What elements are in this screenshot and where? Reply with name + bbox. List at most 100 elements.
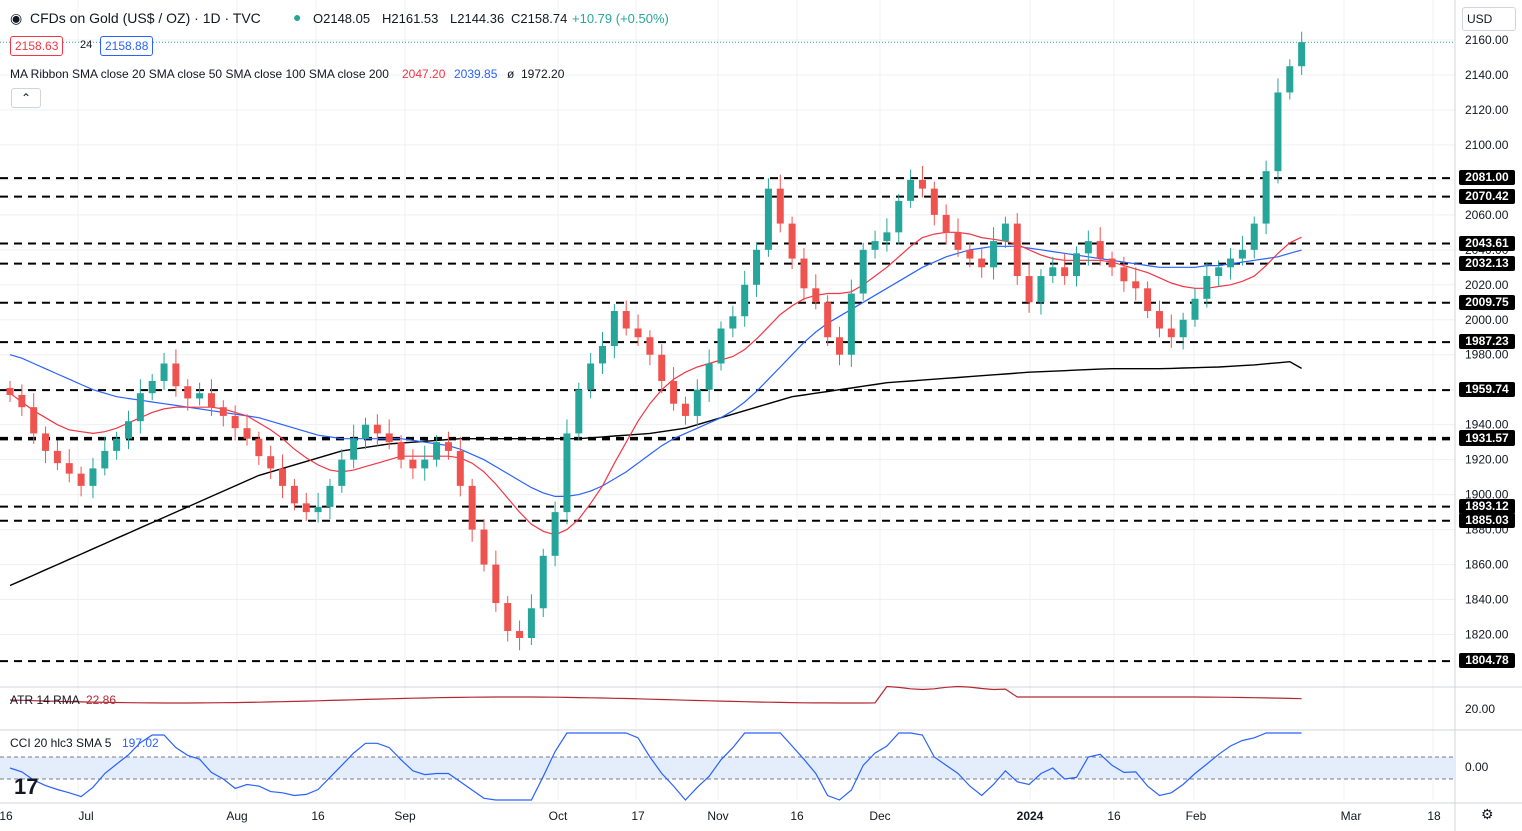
ohlc-close: C2158.74 [511, 11, 568, 26]
candle-body-59 [705, 363, 713, 390]
candle-body-66 [788, 223, 796, 259]
time-tick-1: Jul [78, 809, 93, 823]
candle-body-30 [362, 424, 369, 439]
time-tick-3: 16 [311, 809, 325, 823]
ohlc-high: H2161.53 [382, 11, 439, 26]
candle-body-41 [492, 564, 500, 604]
cci-value: 197.02 [122, 736, 159, 750]
sma50-line [9, 245, 1302, 497]
candle-body-103 [1227, 258, 1235, 268]
candle-body-62 [741, 284, 749, 317]
time-tick-6: 17 [631, 809, 645, 823]
candle-body-84 [1001, 223, 1009, 242]
candle-body-4 [53, 450, 61, 464]
time-tick-7: Nov [707, 809, 728, 823]
price-tick-4: 1900.00 [1465, 488, 1509, 502]
price-tick-1: 1840.00 [1465, 593, 1509, 607]
candle-body-83 [990, 241, 998, 268]
candle-body-60 [717, 328, 725, 364]
candle-body-6 [77, 473, 85, 486]
settings-gear-icon[interactable]: ⚙ [1481, 806, 1494, 822]
price-tick-17: 2160.00 [1465, 33, 1509, 47]
candle-body-61 [729, 316, 737, 329]
time-tick-9: Dec [869, 809, 890, 823]
candle-body-14 [172, 363, 180, 387]
candle-body-49 [587, 363, 595, 390]
candle-body-36 [433, 442, 441, 460]
ma-ribbon-label[interactable]: MA Ribbon SMA close 20 SMA close 50 SMA … [10, 67, 389, 81]
market-open-dot: ● [293, 9, 302, 25]
candle-body-55 [658, 354, 666, 381]
atr-label[interactable]: ATR 14 RMA [10, 693, 80, 707]
spread: 24 [80, 39, 93, 51]
level-tag-5: 1987.23 [1459, 334, 1515, 350]
ask-price[interactable]: 2158.88 [100, 36, 154, 56]
candle-body-29 [350, 438, 358, 460]
time-tick-12: Feb [1186, 809, 1207, 823]
candle-body-53 [634, 328, 642, 338]
candle-body-70 [836, 337, 843, 355]
bid-price[interactable]: 2158.63 [10, 36, 64, 56]
candle-body-40 [480, 529, 488, 565]
candle-body-90 [1073, 253, 1080, 277]
candle-body-68 [812, 288, 820, 303]
price-tick-2: 1860.00 [1465, 558, 1509, 572]
level-tag-6: 1959.74 [1459, 382, 1515, 398]
candle-body-77 [918, 179, 926, 189]
cci-line [9, 732, 1302, 801]
candle-body-12 [148, 380, 156, 394]
chevron-up-icon: ⌃ [20, 91, 32, 105]
candle-body-56 [670, 380, 678, 404]
candle-body-7 [89, 468, 97, 486]
candle-body-97 [1155, 311, 1163, 329]
ma100-value: ø [507, 67, 515, 81]
level-tag-11: 1804.78 [1459, 653, 1515, 669]
collapse-legend-button[interactable]: ⌃ [11, 88, 41, 108]
candle-body-51 [610, 311, 618, 346]
candle-body-107 [1274, 92, 1282, 172]
time-tick-5: Oct [549, 809, 568, 823]
candle-body-25 [302, 503, 310, 513]
candle-body-85 [1013, 223, 1021, 277]
level-tag-8: 1931.57 [1459, 431, 1515, 447]
candle-body-94 [1120, 267, 1128, 282]
candle-body-8 [101, 450, 109, 469]
candle-body-27 [326, 485, 334, 507]
tradingview-logo: 17 [14, 774, 39, 799]
currency-select[interactable]: USD [1462, 7, 1516, 31]
candle-body-101 [1203, 276, 1211, 299]
candle-body-72 [859, 249, 867, 294]
ohlc-change: +10.79 (+0.50%) [572, 11, 669, 26]
candle-body-76 [907, 179, 915, 201]
candle-body-39 [468, 485, 476, 530]
candle-body-11 [136, 393, 144, 422]
price-tick-9: 2000.00 [1465, 313, 1509, 327]
candle-body-71 [847, 293, 855, 355]
level-tag-10: 1885.03 [1459, 512, 1515, 528]
candle-body-42 [504, 603, 512, 632]
ohlc-low: L2144.36 [450, 11, 505, 26]
candle-body-0 [6, 387, 14, 395]
candle-body-18 [219, 407, 227, 416]
candle-body-99 [1179, 319, 1187, 338]
candle-body-67 [800, 258, 808, 289]
symbol-title[interactable]: CFDs on Gold (US$ / OZ) · 1D · TVC [30, 10, 261, 26]
level-tag-3: 2032.13 [1459, 255, 1515, 271]
candle-body-16 [196, 393, 204, 399]
ohlc-open: O2148.05 [313, 11, 371, 26]
candle-body-96 [1144, 288, 1152, 312]
time-tick-14: 18 [1427, 809, 1441, 823]
candle-body-10 [125, 421, 132, 439]
candle-body-63 [753, 249, 761, 285]
candle-body-24 [290, 485, 298, 504]
candle-body-87 [1037, 276, 1045, 303]
cci-label[interactable]: CCI 20 hlc3 SMA 5 [10, 736, 112, 750]
candle-body-75 [895, 200, 903, 233]
candle-body-73 [871, 241, 879, 250]
candle-body-89 [1061, 267, 1069, 277]
candle-body-100 [1191, 298, 1199, 320]
candle-body-17 [207, 393, 215, 408]
candle-body-23 [279, 468, 287, 486]
candle-body-74 [883, 232, 891, 242]
